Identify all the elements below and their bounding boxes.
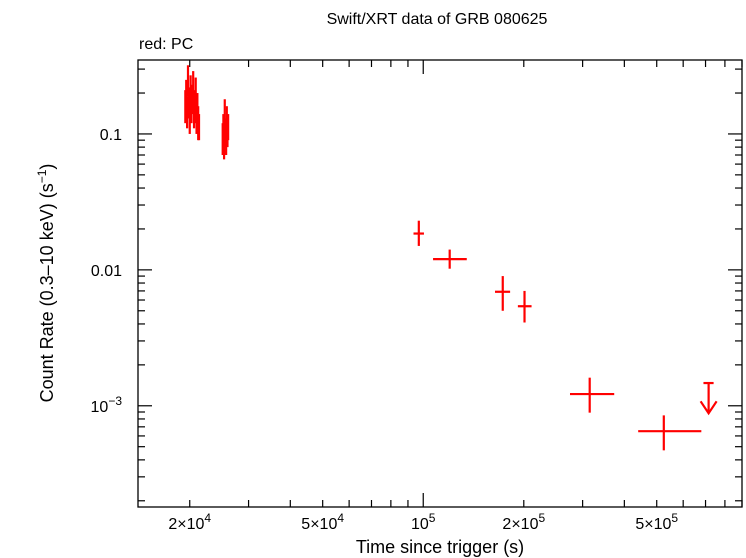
y-tick-label: 10−3 bbox=[91, 394, 123, 416]
data-point bbox=[413, 220, 424, 246]
y-axis: 0.1 0.01 10−3 bbox=[91, 68, 742, 502]
x-tick-label-exponent: 4 bbox=[337, 511, 344, 525]
x-tick-label-base: 5×10 bbox=[301, 516, 337, 533]
data-point bbox=[227, 114, 230, 141]
data-point bbox=[638, 415, 702, 451]
x-tick-label-exponent: 5 bbox=[429, 511, 436, 525]
x-tick-label: 5×104 bbox=[301, 511, 344, 533]
x-tick-label-exponent: 4 bbox=[204, 511, 211, 525]
y-axis-label: Count Rate (0.3–10 keV) (s−1) bbox=[35, 164, 57, 403]
data-point bbox=[495, 276, 511, 311]
data-point bbox=[517, 290, 532, 323]
y-axis-label-exponent: −1 bbox=[35, 169, 49, 183]
x-tick-label-exponent: 5 bbox=[671, 511, 678, 525]
data-points bbox=[184, 65, 718, 451]
x-axis: 2×104 5×104 105 2×105 5×105 bbox=[168, 60, 743, 533]
x-tick-label-base: 10 bbox=[411, 516, 429, 533]
x-tick-label: 5×105 bbox=[635, 511, 678, 533]
y-tick-label-base: 0.01 bbox=[91, 263, 122, 280]
upper-limit bbox=[699, 381, 718, 416]
data-point bbox=[222, 131, 226, 160]
y-tick-label: 0.1 bbox=[100, 127, 122, 144]
chart-subtitle: red: PC bbox=[139, 36, 193, 53]
data-point bbox=[188, 102, 191, 134]
y-tick-label-base: 10 bbox=[91, 399, 109, 416]
data-point bbox=[194, 77, 197, 107]
x-tick-label: 105 bbox=[411, 511, 436, 533]
chart-title: Swift/XRT data of GRB 080625 bbox=[327, 11, 548, 28]
x-tick-label-base: 2×10 bbox=[168, 516, 204, 533]
x-tick-label: 2×105 bbox=[502, 511, 545, 533]
y-tick-label-base: 0.1 bbox=[100, 127, 122, 144]
x-tick-label-exponent: 5 bbox=[538, 511, 545, 525]
data-point bbox=[433, 249, 467, 269]
data-point bbox=[186, 96, 189, 129]
y-tick-label: 0.01 bbox=[91, 263, 122, 280]
y-axis-label-end: ) bbox=[37, 164, 57, 170]
y-axis-label-main: Count Rate (0.3–10 keV) (s bbox=[37, 183, 57, 402]
upper-limit-arrowhead bbox=[699, 400, 718, 416]
data-point bbox=[197, 114, 201, 141]
x-axis-label: Time since trigger (s) bbox=[356, 537, 524, 557]
y-tick-label-exponent: −3 bbox=[108, 394, 122, 408]
x-tick-label-base: 2×10 bbox=[502, 516, 538, 533]
x-tick-label-base: 5×10 bbox=[635, 516, 671, 533]
data-point bbox=[569, 377, 615, 413]
data-point bbox=[192, 71, 195, 103]
x-tick-label: 2×104 bbox=[168, 511, 211, 533]
